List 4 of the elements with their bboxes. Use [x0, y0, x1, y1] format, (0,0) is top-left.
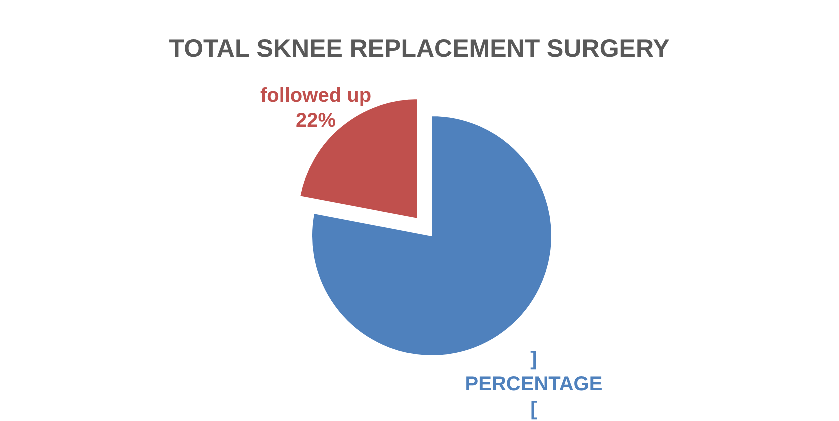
chart-title: TOTAL SKNEE REPLACEMENT SURGERY: [169, 35, 670, 63]
data-label: 22%: [296, 110, 336, 132]
slice-label: followed up: [260, 84, 372, 107]
slice-label: ] PERCENTAGE [: [465, 348, 603, 420]
